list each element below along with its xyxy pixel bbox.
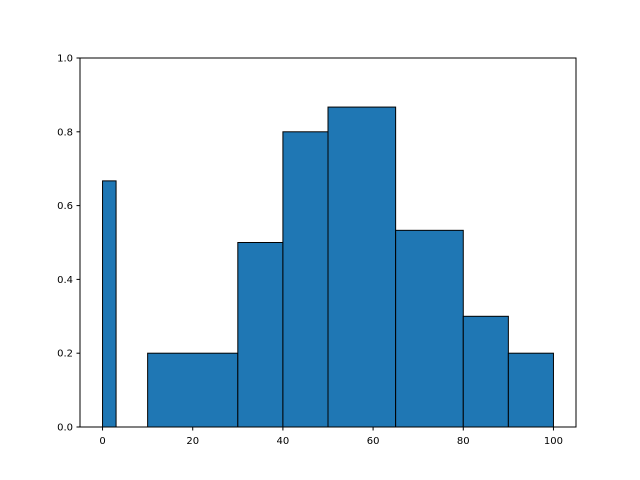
y-tick-label: 0.2 [57, 349, 73, 360]
bar [507, 352, 554, 428]
x-tick-label: 20 [186, 436, 199, 447]
y-tick-label: 0.8 [57, 127, 73, 138]
bar [282, 131, 329, 428]
bar [102, 180, 117, 428]
bar [237, 242, 284, 428]
bar [395, 229, 464, 428]
plot-frame [79, 57, 577, 428]
y-tick-label: 0.6 [57, 201, 73, 212]
bar [327, 106, 397, 428]
bar [462, 315, 509, 428]
y-tick-label: 1.0 [57, 54, 73, 65]
x-tick-label: 0 [99, 436, 105, 447]
x-tick-label: 60 [367, 436, 380, 447]
x-tick-label: 40 [277, 436, 290, 447]
y-tick-label: 0.4 [57, 275, 73, 286]
x-tick-label: 100 [544, 436, 563, 447]
x-tick-label: 80 [457, 436, 470, 447]
y-tick-label: 0.0 [57, 423, 73, 434]
bar [147, 352, 239, 428]
